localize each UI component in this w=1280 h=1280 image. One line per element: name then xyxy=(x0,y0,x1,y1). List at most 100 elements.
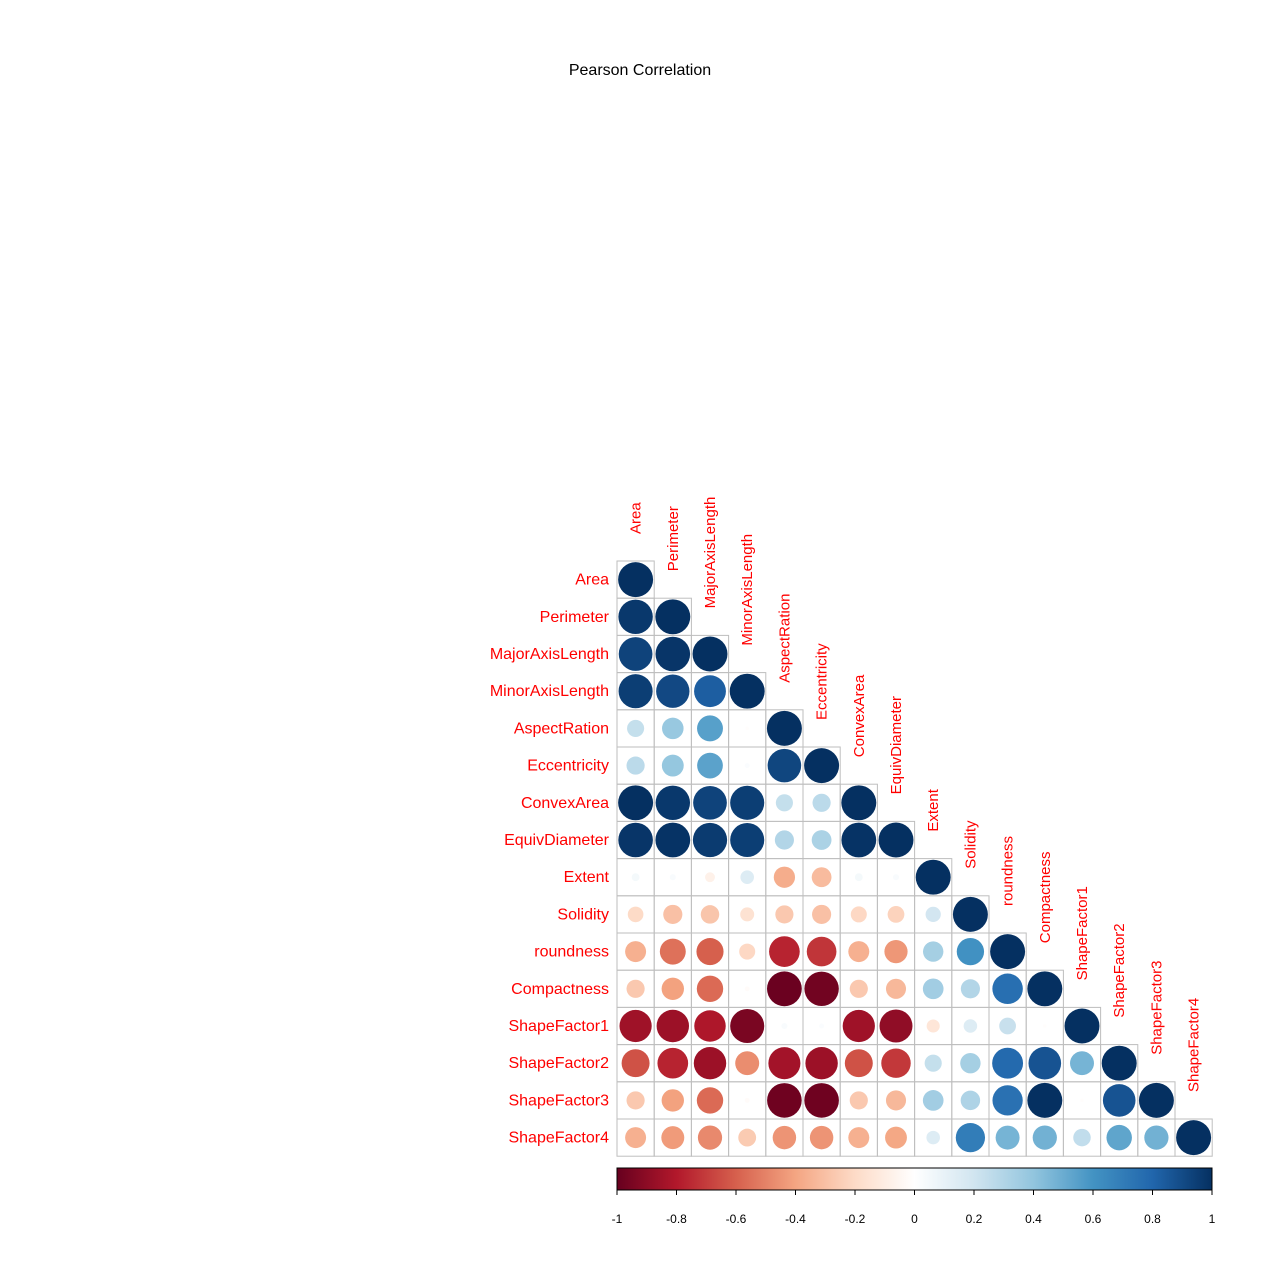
corr-circle-ShapeFactor4-roundness xyxy=(995,1125,1020,1150)
row-labels: Area Perimeter MajorAxisLength MinorAxisLen… xyxy=(490,572,610,1147)
colorbar-tick-label: 1 xyxy=(1209,1212,1216,1226)
corr-circle-MinorAxisLength-Perimeter xyxy=(656,674,690,708)
corr-circle-MinorAxisLength-Area xyxy=(618,674,653,709)
corr-circle-ShapeFactor4-MajorAxisLength xyxy=(697,1125,723,1150)
corr-circle-Extent-MajorAxisLength xyxy=(705,872,715,883)
corr-circle-ShapeFactor3-MinorAxisLength xyxy=(744,1097,750,1103)
corr-circle-Compactness-MinorAxisLength xyxy=(744,986,750,992)
corr-circle-ShapeFactor2-Perimeter xyxy=(657,1047,689,1079)
row-label: Extent xyxy=(564,869,610,886)
corr-circle-ShapeFactor2-Extent xyxy=(924,1054,942,1072)
column-labels: Area Perimeter MajorAxisLength MinorAxisLen… xyxy=(628,497,1203,1092)
corr-circle-Solidity-ConvexArea xyxy=(850,906,867,923)
row-label: EquivDiameter xyxy=(504,832,610,849)
corr-circle-ShapeFactor2-ShapeFactor2 xyxy=(1101,1045,1137,1081)
column-label: Compactness xyxy=(1037,851,1054,943)
corr-circle-Compactness-roundness xyxy=(992,973,1023,1005)
corr-circle-Eccentricity-AspectRation xyxy=(767,748,802,783)
corr-circle-Compactness-ConvexArea xyxy=(849,979,868,998)
corr-circle-roundness-ConvexArea xyxy=(848,941,870,963)
corr-circle-ShapeFactor3-roundness xyxy=(992,1085,1023,1116)
corr-circle-ConvexArea-MinorAxisLength xyxy=(730,785,765,820)
row-label: Perimeter xyxy=(540,609,610,626)
row-label: MajorAxisLength xyxy=(490,646,609,663)
row-label: Eccentricity xyxy=(527,758,609,775)
corr-circle-ShapeFactor2-Area xyxy=(621,1049,650,1078)
corr-circle-roundness-roundness xyxy=(990,934,1026,970)
corr-circle-Solidity-MajorAxisLength xyxy=(700,905,720,924)
colorbar-tick-label: 0.6 xyxy=(1085,1212,1102,1226)
corr-circle-AspectRation-Perimeter xyxy=(662,717,684,740)
corr-circle-ShapeFactor4-ConvexArea xyxy=(848,1127,870,1149)
corr-circle-ShapeFactor4-Perimeter xyxy=(661,1126,685,1150)
corr-circle-ShapeFactor3-ConvexArea xyxy=(849,1091,868,1110)
corr-circle-ShapeFactor4-ShapeFactor3 xyxy=(1144,1125,1169,1150)
corr-circle-roundness-MajorAxisLength xyxy=(696,938,724,966)
corr-circle-roundness-AspectRation xyxy=(769,936,800,967)
column-label: ShapeFactor3 xyxy=(1148,961,1165,1055)
corr-circle-ShapeFactor1-Area xyxy=(619,1009,652,1043)
corr-circle-ShapeFactor2-MajorAxisLength xyxy=(693,1046,727,1080)
row-label: ShapeFactor1 xyxy=(508,1018,609,1035)
corr-circle-ShapeFactor4-Compactness xyxy=(1032,1125,1057,1150)
row-label: ShapeFactor2 xyxy=(508,1055,609,1072)
colorbar-tick-label: -0.6 xyxy=(726,1212,747,1226)
corr-circle-ShapeFactor2-roundness xyxy=(992,1047,1024,1079)
corr-circle-Eccentricity-Perimeter xyxy=(661,754,684,777)
corr-circle-Compactness-Eccentricity xyxy=(804,971,839,1007)
corr-circle-ShapeFactor2-EquivDiameter xyxy=(881,1048,911,1078)
corr-circle-ShapeFactor2-Compactness xyxy=(1028,1046,1062,1080)
corr-circle-ShapeFactor1-roundness xyxy=(999,1017,1016,1035)
column-label: AspectRation xyxy=(776,594,793,683)
corr-circle-ShapeFactor2-ShapeFactor1 xyxy=(1070,1051,1094,1076)
corr-circle-roundness-Area xyxy=(625,941,647,963)
corr-circle-ShapeFactor4-Area xyxy=(625,1127,647,1149)
corr-circle-ShapeFactor1-AspectRation xyxy=(781,1022,788,1030)
corr-circle-Extent-Perimeter xyxy=(669,874,676,881)
row-label: AspectRation xyxy=(514,720,609,737)
column-label: Eccentricity xyxy=(814,643,831,720)
corr-circle-ShapeFactor3-Area xyxy=(626,1091,645,1110)
corr-circle-ShapeFactor3-MajorAxisLength xyxy=(696,1087,724,1114)
corr-circle-roundness-MinorAxisLength xyxy=(739,943,756,960)
chart-title: Pearson Correlation xyxy=(569,62,711,79)
corr-circle-ShapeFactor2-Solidity xyxy=(960,1053,981,1074)
corr-circle-Area-Area xyxy=(618,562,654,598)
corr-circle-ShapeFactor1-Extent xyxy=(926,1019,940,1033)
corr-circle-ShapeFactor1-ConvexArea xyxy=(842,1009,875,1043)
colorbar-tick-label: -0.4 xyxy=(785,1212,806,1226)
corr-circle-ShapeFactor4-AspectRation xyxy=(772,1125,797,1150)
corr-circle-Compactness-Extent xyxy=(922,978,944,1000)
corr-circle-EquivDiameter-Perimeter xyxy=(655,822,691,858)
corr-circle-ShapeFactor3-Solidity xyxy=(960,1090,981,1111)
corr-circle-ShapeFactor3-ShapeFactor1 xyxy=(1080,1098,1084,1103)
corr-circle-EquivDiameter-Eccentricity xyxy=(811,830,832,850)
corr-circle-AspectRation-MajorAxisLength xyxy=(697,715,723,742)
corr-circle-Compactness-Perimeter xyxy=(661,977,684,1000)
colorbar-gradient xyxy=(616,1167,1213,1191)
corr-circle-Solidity-EquivDiameter xyxy=(887,906,905,923)
colorbar-tick-label: -1 xyxy=(612,1212,623,1226)
corr-circle-Solidity-MinorAxisLength xyxy=(740,907,755,922)
corr-circle-Compactness-EquivDiameter xyxy=(885,978,907,999)
row-label: Solidity xyxy=(557,906,609,923)
corr-circle-EquivDiameter-MinorAxisLength xyxy=(730,822,765,858)
corr-circle-ShapeFactor3-Perimeter xyxy=(661,1089,684,1112)
corr-circle-ConvexArea-MajorAxisLength xyxy=(693,785,727,820)
corr-circle-ShapeFactor4-ShapeFactor4 xyxy=(1176,1120,1212,1156)
corr-circle-ShapeFactor3-ShapeFactor3 xyxy=(1138,1082,1174,1118)
corr-circle-Perimeter-Area xyxy=(618,599,653,635)
column-label: Extent xyxy=(925,788,942,831)
corr-circle-Solidity-Perimeter xyxy=(663,904,683,924)
corr-circle-ShapeFactor1-EquivDiameter xyxy=(879,1009,913,1043)
corr-circle-ShapeFactor4-MinorAxisLength xyxy=(738,1128,757,1147)
corr-circle-ConvexArea-Eccentricity xyxy=(812,793,831,812)
corr-circle-roundness-Perimeter xyxy=(659,938,686,965)
corr-circle-ShapeFactor3-Extent xyxy=(922,1090,944,1111)
colorbar xyxy=(616,1167,1213,1191)
colorbar-tick-label: -0.2 xyxy=(845,1212,866,1226)
colorbar-tick-label: 0.2 xyxy=(966,1212,983,1226)
column-label: MajorAxisLength xyxy=(702,497,719,609)
corr-circle-roundness-EquivDiameter xyxy=(884,940,908,964)
